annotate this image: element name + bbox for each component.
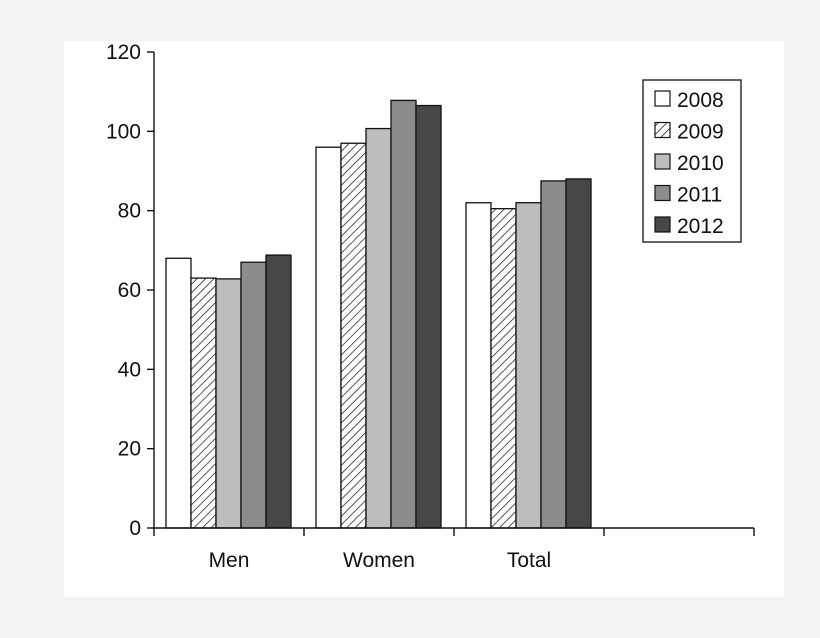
legend-swatch-2008 (654, 90, 671, 107)
legend-swatch-2011 (654, 184, 671, 202)
legend: 2008 2009 2010 2011 2012 (642, 79, 742, 243)
bars-group (165, 99, 592, 529)
bar-2009-total (490, 208, 517, 529)
bar-2012-total (565, 178, 592, 529)
legend-swatch-2012 (654, 216, 671, 233)
y-tick-label: 60 (118, 279, 141, 302)
legend-label-2012: 2012 (677, 215, 724, 238)
y-tick-label: 80 (118, 200, 141, 223)
bar-2008-men (165, 257, 192, 529)
bar-2010-men (215, 278, 242, 529)
bar-2011-men (240, 261, 267, 529)
bar-2010-total (515, 202, 542, 529)
legend-label-2010: 2010 (677, 152, 724, 175)
legend-swatch-2010 (654, 153, 671, 170)
y-tick-label: 20 (118, 438, 141, 461)
bar-2012-women (415, 104, 442, 529)
bar-2008-women (315, 146, 342, 529)
legend-swatch-2009 (654, 121, 671, 139)
y-tick-label: 0 (129, 517, 141, 540)
bar-2011-total (540, 180, 567, 529)
axes-group: 0 20 40 60 80 100 120 Men Women Total (106, 41, 755, 572)
y-tick-label: 100 (106, 120, 141, 143)
y-tick-label: 40 (118, 358, 141, 381)
bar-2008-total (465, 202, 492, 529)
bar-2010-women (365, 127, 392, 529)
legend-label-2011: 2011 (677, 184, 722, 207)
bar-2009-men (190, 277, 217, 529)
y-tick-label: 120 (106, 41, 141, 64)
bar-2011-women (390, 99, 417, 529)
bar-2009-women (340, 142, 367, 529)
x-category-label-women: Women (343, 549, 415, 572)
x-category-label-total: Total (507, 549, 551, 572)
legend-label-2009: 2009 (677, 121, 724, 144)
x-category-label-men: Men (209, 549, 250, 572)
bar-2012-men (265, 254, 292, 529)
legend-label-2008: 2008 (677, 89, 724, 112)
